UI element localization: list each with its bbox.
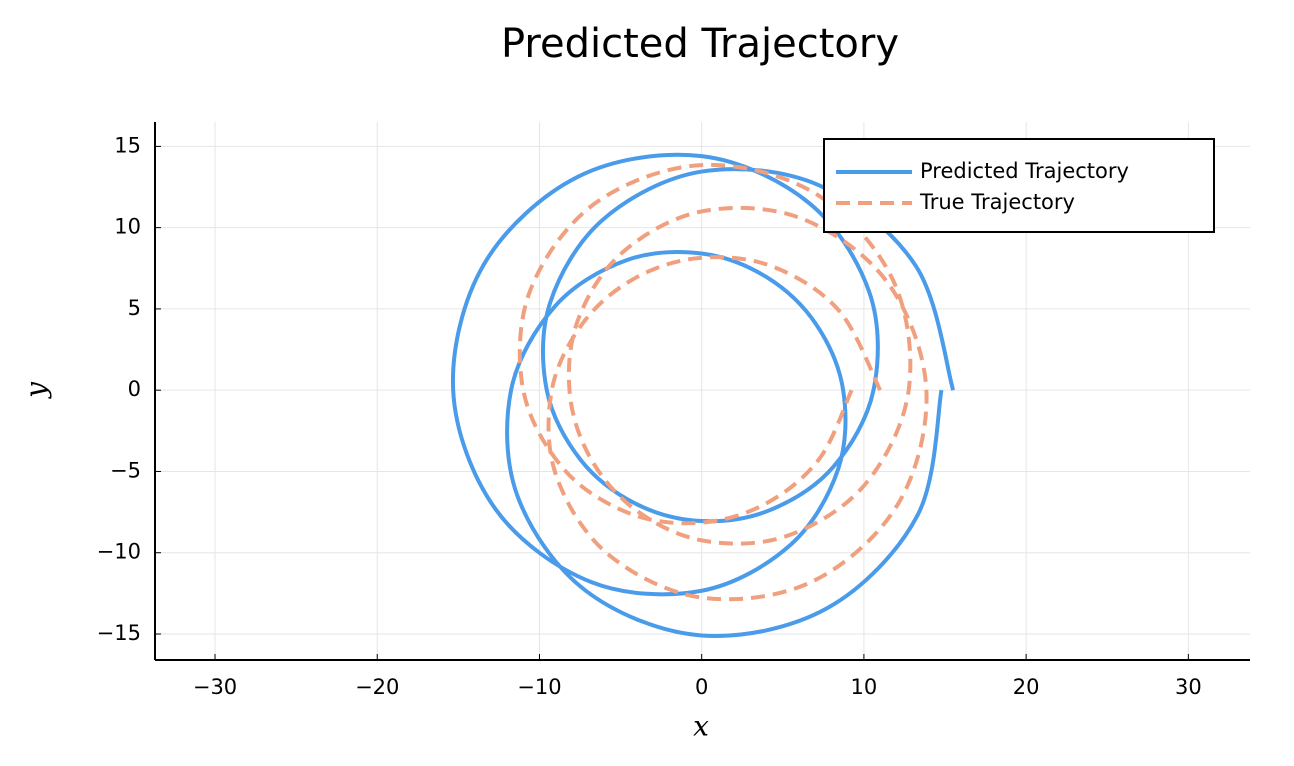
y-tick-label: 15 <box>114 133 141 157</box>
y-tick-label: 0 <box>128 377 141 401</box>
chart-title: Predicted Trajectory <box>501 21 899 67</box>
x-tick-label: 30 <box>1175 675 1202 699</box>
y-tick-label: −10 <box>97 540 141 564</box>
x-axis-label: x <box>693 710 709 743</box>
legend-label: True Trajectory <box>919 190 1075 214</box>
legend-label: Predicted Trajectory <box>920 159 1129 183</box>
x-tick-label: 20 <box>1013 675 1040 699</box>
trajectory-line <box>517 162 929 602</box>
x-tick-label: 0 <box>695 675 708 699</box>
trajectory-line <box>450 152 956 638</box>
y-axis-label: y <box>20 381 53 400</box>
y-tick-label: 5 <box>128 296 141 320</box>
x-tick-label: 10 <box>851 675 878 699</box>
x-tick-label: −10 <box>517 675 561 699</box>
y-tick-label: −5 <box>110 458 141 482</box>
x-tick-label: −20 <box>355 675 399 699</box>
y-tick-label: 10 <box>114 215 141 239</box>
y-tick-label: −15 <box>97 621 141 645</box>
legend-box <box>823 138 1215 233</box>
x-tick-label: −30 <box>193 675 237 699</box>
